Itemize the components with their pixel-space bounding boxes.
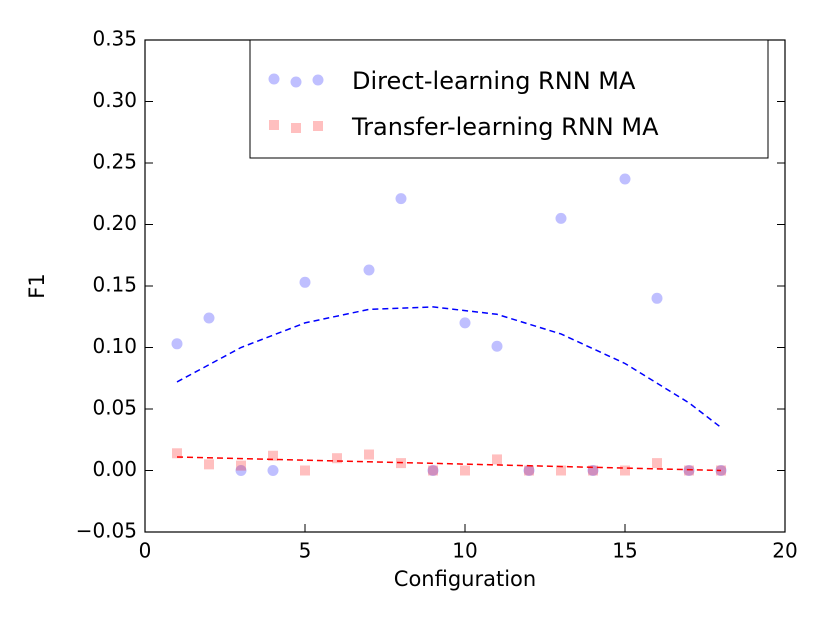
y-tick-label: 0.35	[92, 27, 137, 51]
point	[651, 292, 663, 304]
point	[299, 276, 311, 288]
point	[427, 465, 439, 476]
legend-marker	[291, 123, 301, 133]
point	[684, 465, 694, 476]
legend-marker	[290, 76, 302, 88]
legend-marker	[268, 73, 280, 85]
y-tick-label: 0.30	[92, 88, 137, 112]
y-tick-label: 0.20	[92, 211, 137, 235]
point	[236, 460, 246, 471]
y-tick-label: 0.05	[92, 396, 137, 420]
y-tick-label: 0.25	[92, 150, 137, 174]
x-tick-label: 20	[772, 539, 797, 563]
y-axis-label: F1	[25, 273, 49, 298]
point	[203, 312, 215, 324]
legend-label: Transfer-learning RNN MA	[351, 113, 659, 141]
x-tick-label: 0	[139, 539, 152, 563]
fit-line	[176, 456, 722, 472]
point	[204, 459, 214, 470]
point	[491, 340, 503, 352]
point	[652, 458, 662, 469]
point	[523, 465, 535, 476]
y-tick-label: 0.15	[92, 273, 137, 297]
legend-marker	[269, 120, 279, 130]
point	[492, 454, 502, 465]
point	[171, 338, 183, 350]
y-tick-label: 0.10	[92, 334, 137, 358]
point	[172, 448, 182, 459]
point	[556, 465, 566, 476]
y-tick-label: 0.00	[92, 457, 137, 481]
point	[683, 465, 695, 476]
point	[459, 317, 471, 329]
legend-box	[249, 39, 769, 159]
x-tick-label: 10	[452, 539, 477, 563]
point	[300, 465, 310, 476]
legend-label: Direct-learning RNN MA	[352, 67, 636, 95]
point	[332, 453, 342, 464]
x-axis-label: Configuration	[394, 567, 536, 591]
fit-line	[176, 306, 722, 429]
point	[268, 450, 278, 461]
point	[267, 465, 279, 476]
point	[428, 465, 438, 476]
point	[460, 465, 470, 476]
y-tick-label: −0.05	[76, 519, 137, 543]
point	[619, 173, 631, 185]
point	[395, 193, 407, 205]
point	[524, 465, 534, 476]
point	[620, 465, 630, 476]
point	[363, 264, 375, 276]
point	[364, 449, 374, 460]
point	[235, 465, 247, 476]
x-tick-label: 15	[612, 539, 637, 563]
legend-marker	[313, 121, 323, 131]
point	[555, 212, 567, 224]
point	[588, 465, 598, 476]
legend-marker	[312, 74, 324, 86]
x-tick-label: 5	[299, 539, 312, 563]
